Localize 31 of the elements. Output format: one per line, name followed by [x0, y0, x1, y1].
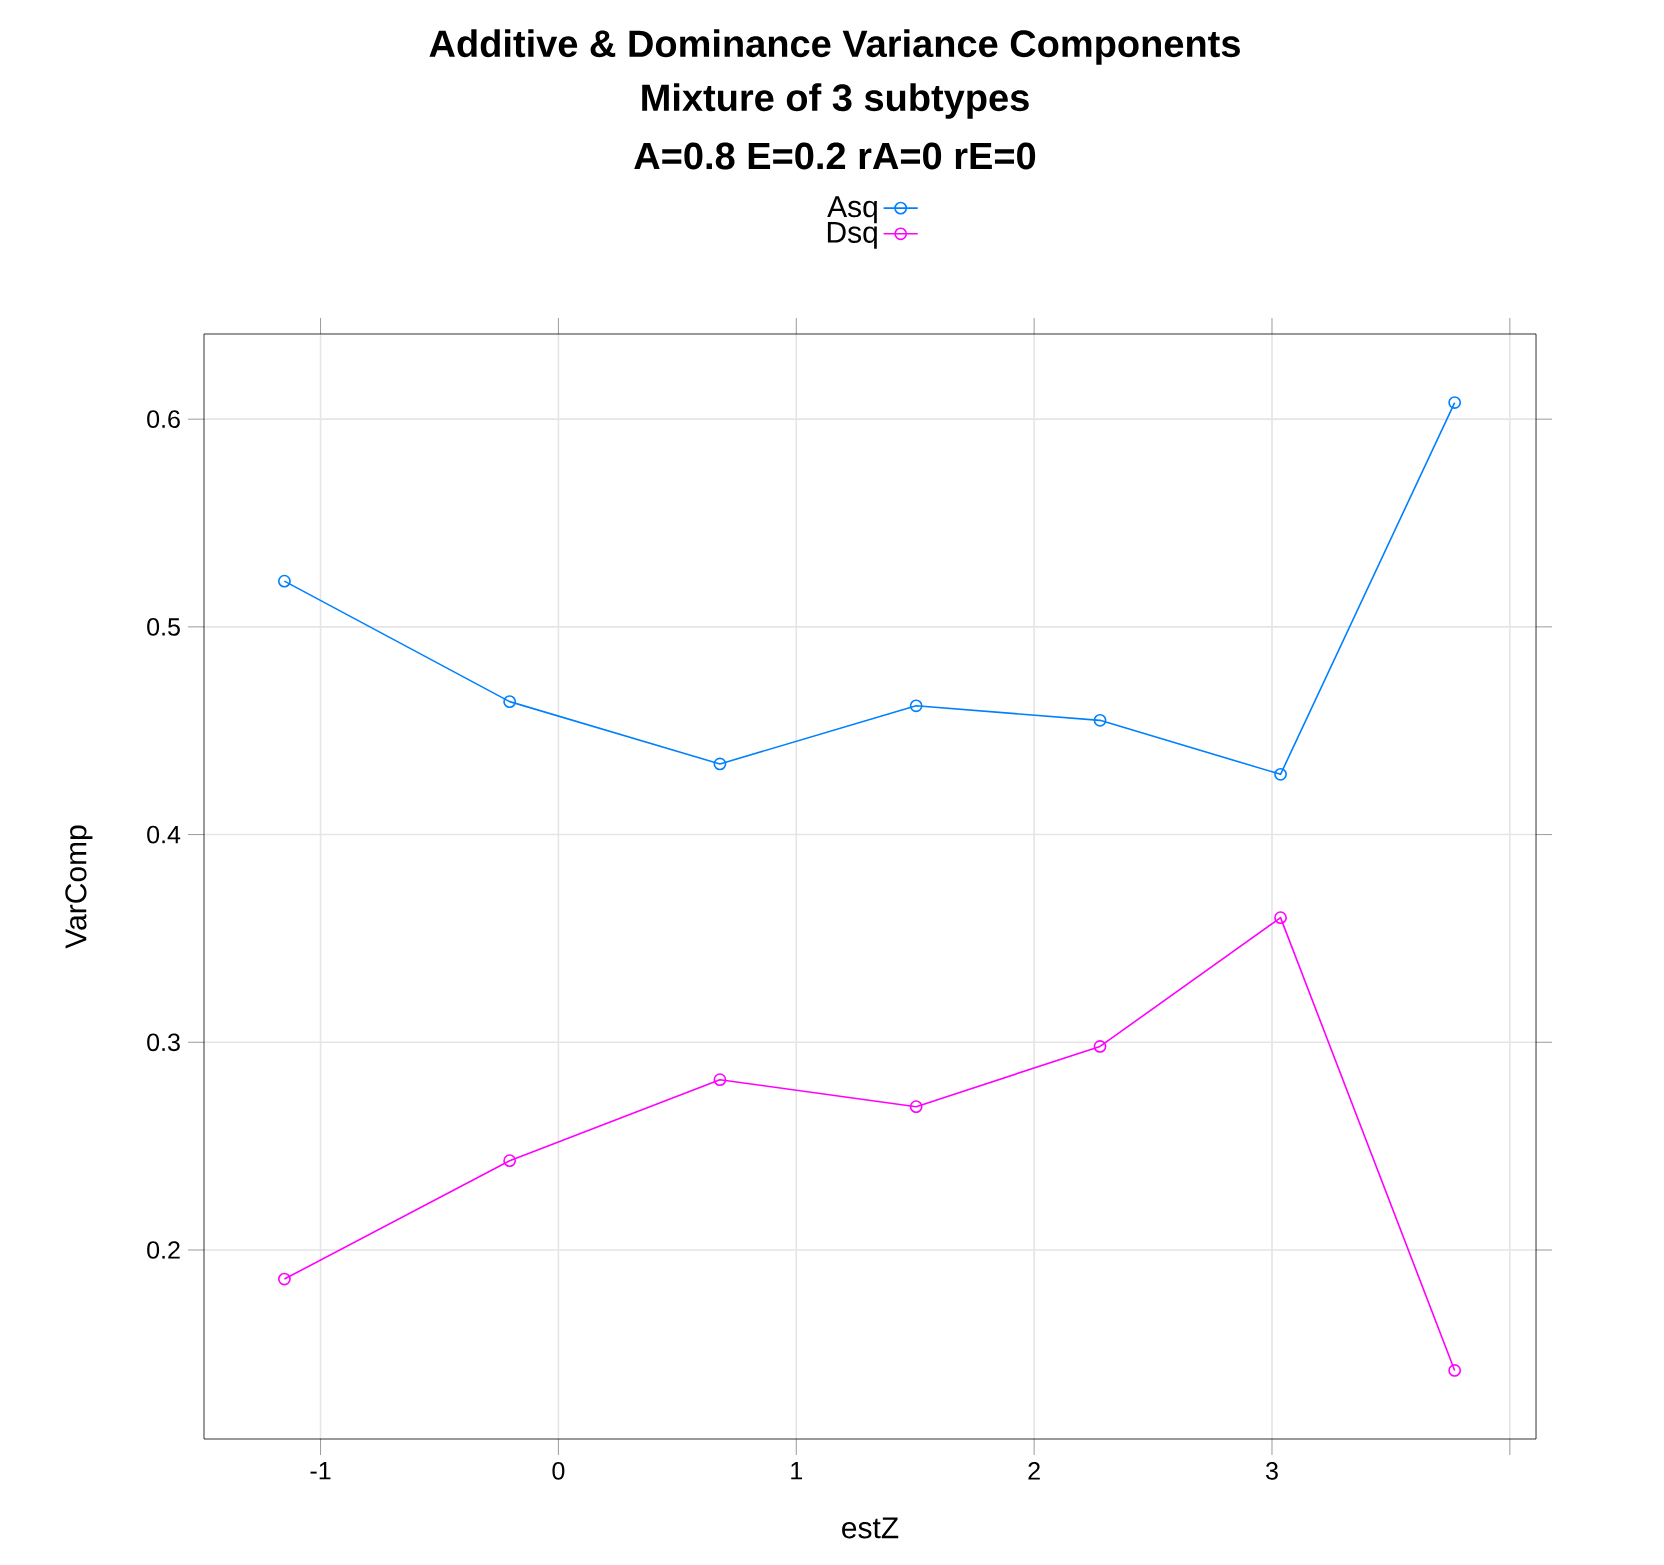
point — [713, 1073, 727, 1087]
x-tick-label: 1 — [791, 1462, 802, 1480]
text: A=0.8 E=0.2 rA=0 rE=0 — [634, 142, 1036, 170]
y-tick-label: 0.6 — [147, 410, 180, 429]
point — [278, 574, 291, 588]
point — [713, 757, 727, 771]
y-tick-label: 0.4 — [147, 825, 181, 844]
point — [278, 1272, 291, 1286]
x-tick-label: 2 — [1028, 1462, 1040, 1480]
y-axis-title: VarComp — [65, 825, 93, 949]
point — [1274, 911, 1287, 925]
point — [1093, 713, 1107, 727]
point — [1274, 767, 1287, 781]
chart-title: Additive & Dominance Variance Components — [429, 29, 1240, 65]
y-tick-label: 0.2 — [147, 1241, 180, 1259]
x-axis-title: estZ — [842, 1517, 899, 1539]
point — [909, 1100, 923, 1114]
x-tick-label: 0 — [552, 1462, 565, 1480]
point — [1448, 396, 1462, 409]
point — [1448, 1364, 1462, 1377]
legend-label: Asq — [827, 196, 877, 224]
point — [503, 695, 517, 709]
point — [1093, 1040, 1107, 1053]
point — [909, 699, 923, 713]
point — [503, 1154, 517, 1168]
x-tick-label: -1 — [310, 1462, 331, 1480]
y-tick-label: 0.5 — [147, 618, 180, 636]
chart-subtitle: Mixture of 3 subtypes — [642, 83, 1029, 119]
y-tick-label: 0.3 — [147, 1033, 180, 1052]
x-tick-label: 3 — [1265, 1462, 1278, 1480]
legend-label: Dsq — [827, 221, 877, 249]
